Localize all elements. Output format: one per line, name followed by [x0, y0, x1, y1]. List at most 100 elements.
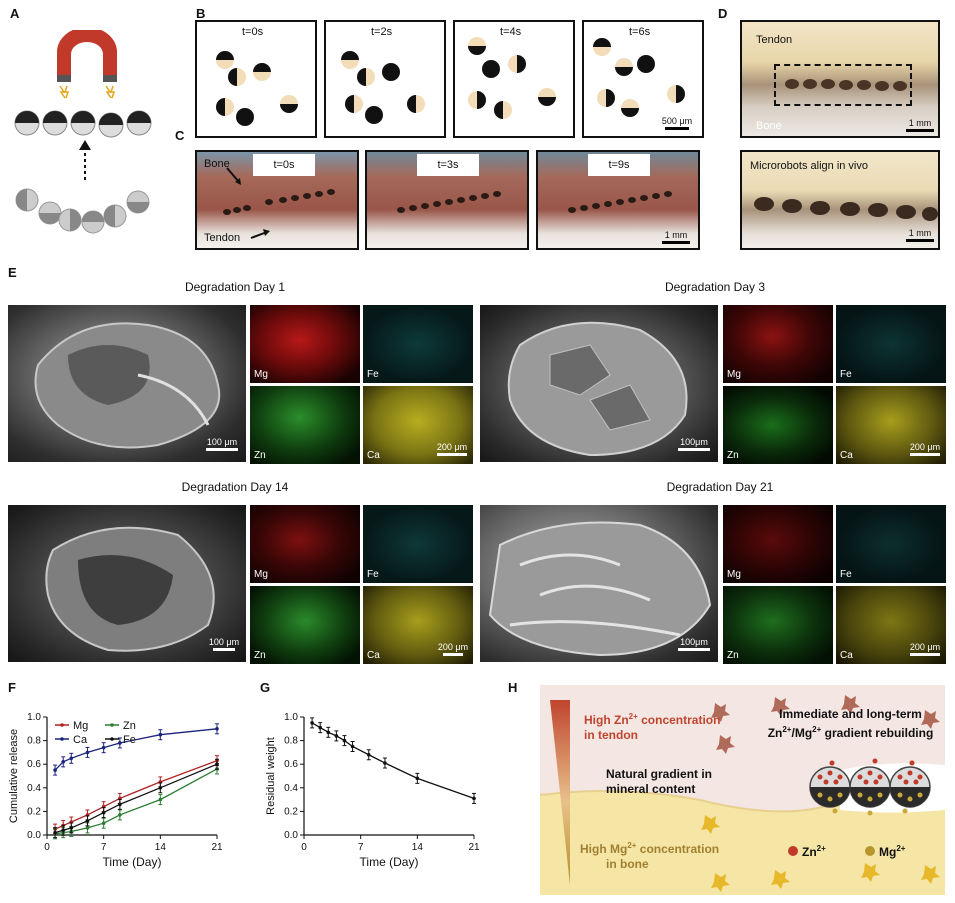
tendon-label: Tendon	[756, 34, 793, 46]
data-point	[383, 761, 387, 765]
random-microrobots	[15, 188, 150, 234]
data-point	[215, 727, 219, 731]
data-point	[215, 762, 219, 766]
scale-label: 100μm	[680, 437, 708, 447]
scale-label: 100 μm	[208, 637, 240, 647]
y-tick-label: 0.2	[284, 806, 298, 817]
scale-label: 1 mm	[908, 118, 932, 128]
legend-label: Fe	[123, 734, 136, 746]
data-point	[101, 821, 106, 825]
scale-label: 500 μm	[661, 116, 693, 126]
data-point	[472, 796, 476, 801]
panel-label-e: E	[8, 265, 17, 280]
x-tick-label: 21	[468, 842, 480, 853]
data-point	[326, 730, 331, 735]
frame-c-t3: t=3s	[365, 150, 529, 250]
element-label: Zn	[727, 650, 739, 661]
panel-label-b: B	[196, 6, 206, 21]
photo-d-top: Tendon Bone 1 mm	[740, 20, 940, 138]
data-point	[69, 826, 74, 830]
x-tick-label: 0	[44, 842, 50, 853]
element-label: Fe	[840, 369, 852, 380]
element-label: Zn	[254, 450, 266, 461]
y-tick-label: 0.0	[284, 830, 298, 841]
series-line-fe	[54, 763, 218, 834]
scale-bar-d-bottom: 1 mm	[902, 228, 938, 242]
scale-bar-b: 500 μm	[654, 116, 700, 130]
series-line-weight	[311, 722, 475, 800]
mg-legend-dot	[865, 846, 875, 856]
data-point	[366, 752, 371, 757]
element-label: Mg	[727, 369, 741, 380]
sem-scale: 100 μm	[204, 437, 240, 451]
x-tick-label: 14	[155, 842, 167, 853]
data-point	[85, 826, 90, 830]
frame-b-t0: t=0s	[195, 20, 317, 138]
data-point	[318, 725, 322, 730]
data-point	[85, 819, 90, 823]
data-point	[158, 732, 163, 737]
element-label: Fe	[840, 569, 852, 580]
map-fe-day21: Fe	[836, 505, 946, 583]
data-point	[310, 721, 314, 725]
map-scale: 200 μm	[906, 642, 944, 656]
frame-time: t=0s	[242, 26, 264, 38]
map-scale: 200 μm	[906, 442, 944, 456]
magnet-icon	[57, 30, 117, 99]
data-point	[118, 741, 122, 745]
element-label: Zn	[727, 450, 739, 461]
y-axis-label: Residual weight	[265, 737, 277, 815]
panel-label-h: H	[508, 680, 518, 695]
frame-time: t=3s	[417, 154, 479, 176]
element-label: Zn	[254, 650, 266, 661]
map-ca-day3: Ca 200 μm	[836, 386, 946, 464]
frame-time: t=6s	[629, 26, 651, 38]
map-ca-day14: Ca 200 μm	[363, 586, 473, 664]
natural-gradient-text: Natural gradient in mineral content	[606, 767, 713, 796]
element-label: Ca	[840, 450, 853, 461]
legend-marker	[60, 723, 64, 727]
legend-label: Ca	[73, 734, 88, 746]
mg-high-text: High Mg2+ concentration in bone	[580, 841, 720, 871]
degradation-title: Degradation Day 14	[181, 480, 289, 494]
scale-label: 200 μm	[437, 642, 469, 652]
map-mg-day21: Mg	[723, 505, 833, 583]
map-zn-day21: Zn	[723, 586, 833, 664]
frame-b-t6: t=6s 500 μm	[582, 20, 704, 138]
data-point	[101, 745, 106, 750]
map-ca-day21: Ca 200 μm	[836, 586, 946, 664]
bone-label: Bone	[204, 158, 230, 170]
legend-label: Mg	[73, 720, 88, 732]
panel-label-c: C	[175, 128, 185, 143]
element-label: Fe	[367, 569, 379, 580]
legend-label: Zn	[123, 720, 136, 732]
map-mg-day3: Mg	[723, 305, 833, 383]
map-scale: 200 μm	[435, 642, 471, 656]
element-label: Ca	[367, 450, 380, 461]
sem-scale: 100μm	[676, 437, 712, 451]
y-tick-label: 0.8	[284, 736, 298, 747]
y-tick-label: 1.0	[284, 712, 298, 723]
mg-legend-label: Mg2+	[879, 844, 906, 859]
bone-label: Bone	[756, 120, 782, 132]
in-vivo-caption: Microrobots align in vivo	[750, 160, 868, 172]
frame-time: t=2s	[371, 26, 393, 38]
series-line-mg	[54, 760, 218, 830]
zn-legend-label: Zn2+	[802, 844, 826, 859]
y-tick-label: 0.0	[27, 830, 41, 841]
tendon-label: Tendon	[204, 232, 241, 244]
degradation-title: Degradation Day 3	[664, 280, 766, 294]
data-point	[118, 802, 122, 807]
microrobot-spheres	[809, 758, 931, 816]
y-tick-label: 0.6	[27, 759, 41, 770]
x-axis-label: Time (Day)	[360, 855, 419, 869]
y-tick-label: 0.6	[284, 759, 298, 770]
map-ca-day1: Ca 200 μm	[363, 386, 473, 464]
element-label: Fe	[367, 369, 379, 380]
zn-legend-dot	[788, 846, 798, 856]
chart-residual-weight: 0.0 0.2 0.4 0.6 0.8 1.0 0 7 14 21 Time (Day) Residu…	[265, 712, 480, 869]
element-label: Ca	[367, 650, 380, 661]
scale-label: 100 μm	[206, 437, 238, 447]
data-point	[101, 810, 106, 815]
sem-image-day3: 100μm	[480, 305, 718, 462]
